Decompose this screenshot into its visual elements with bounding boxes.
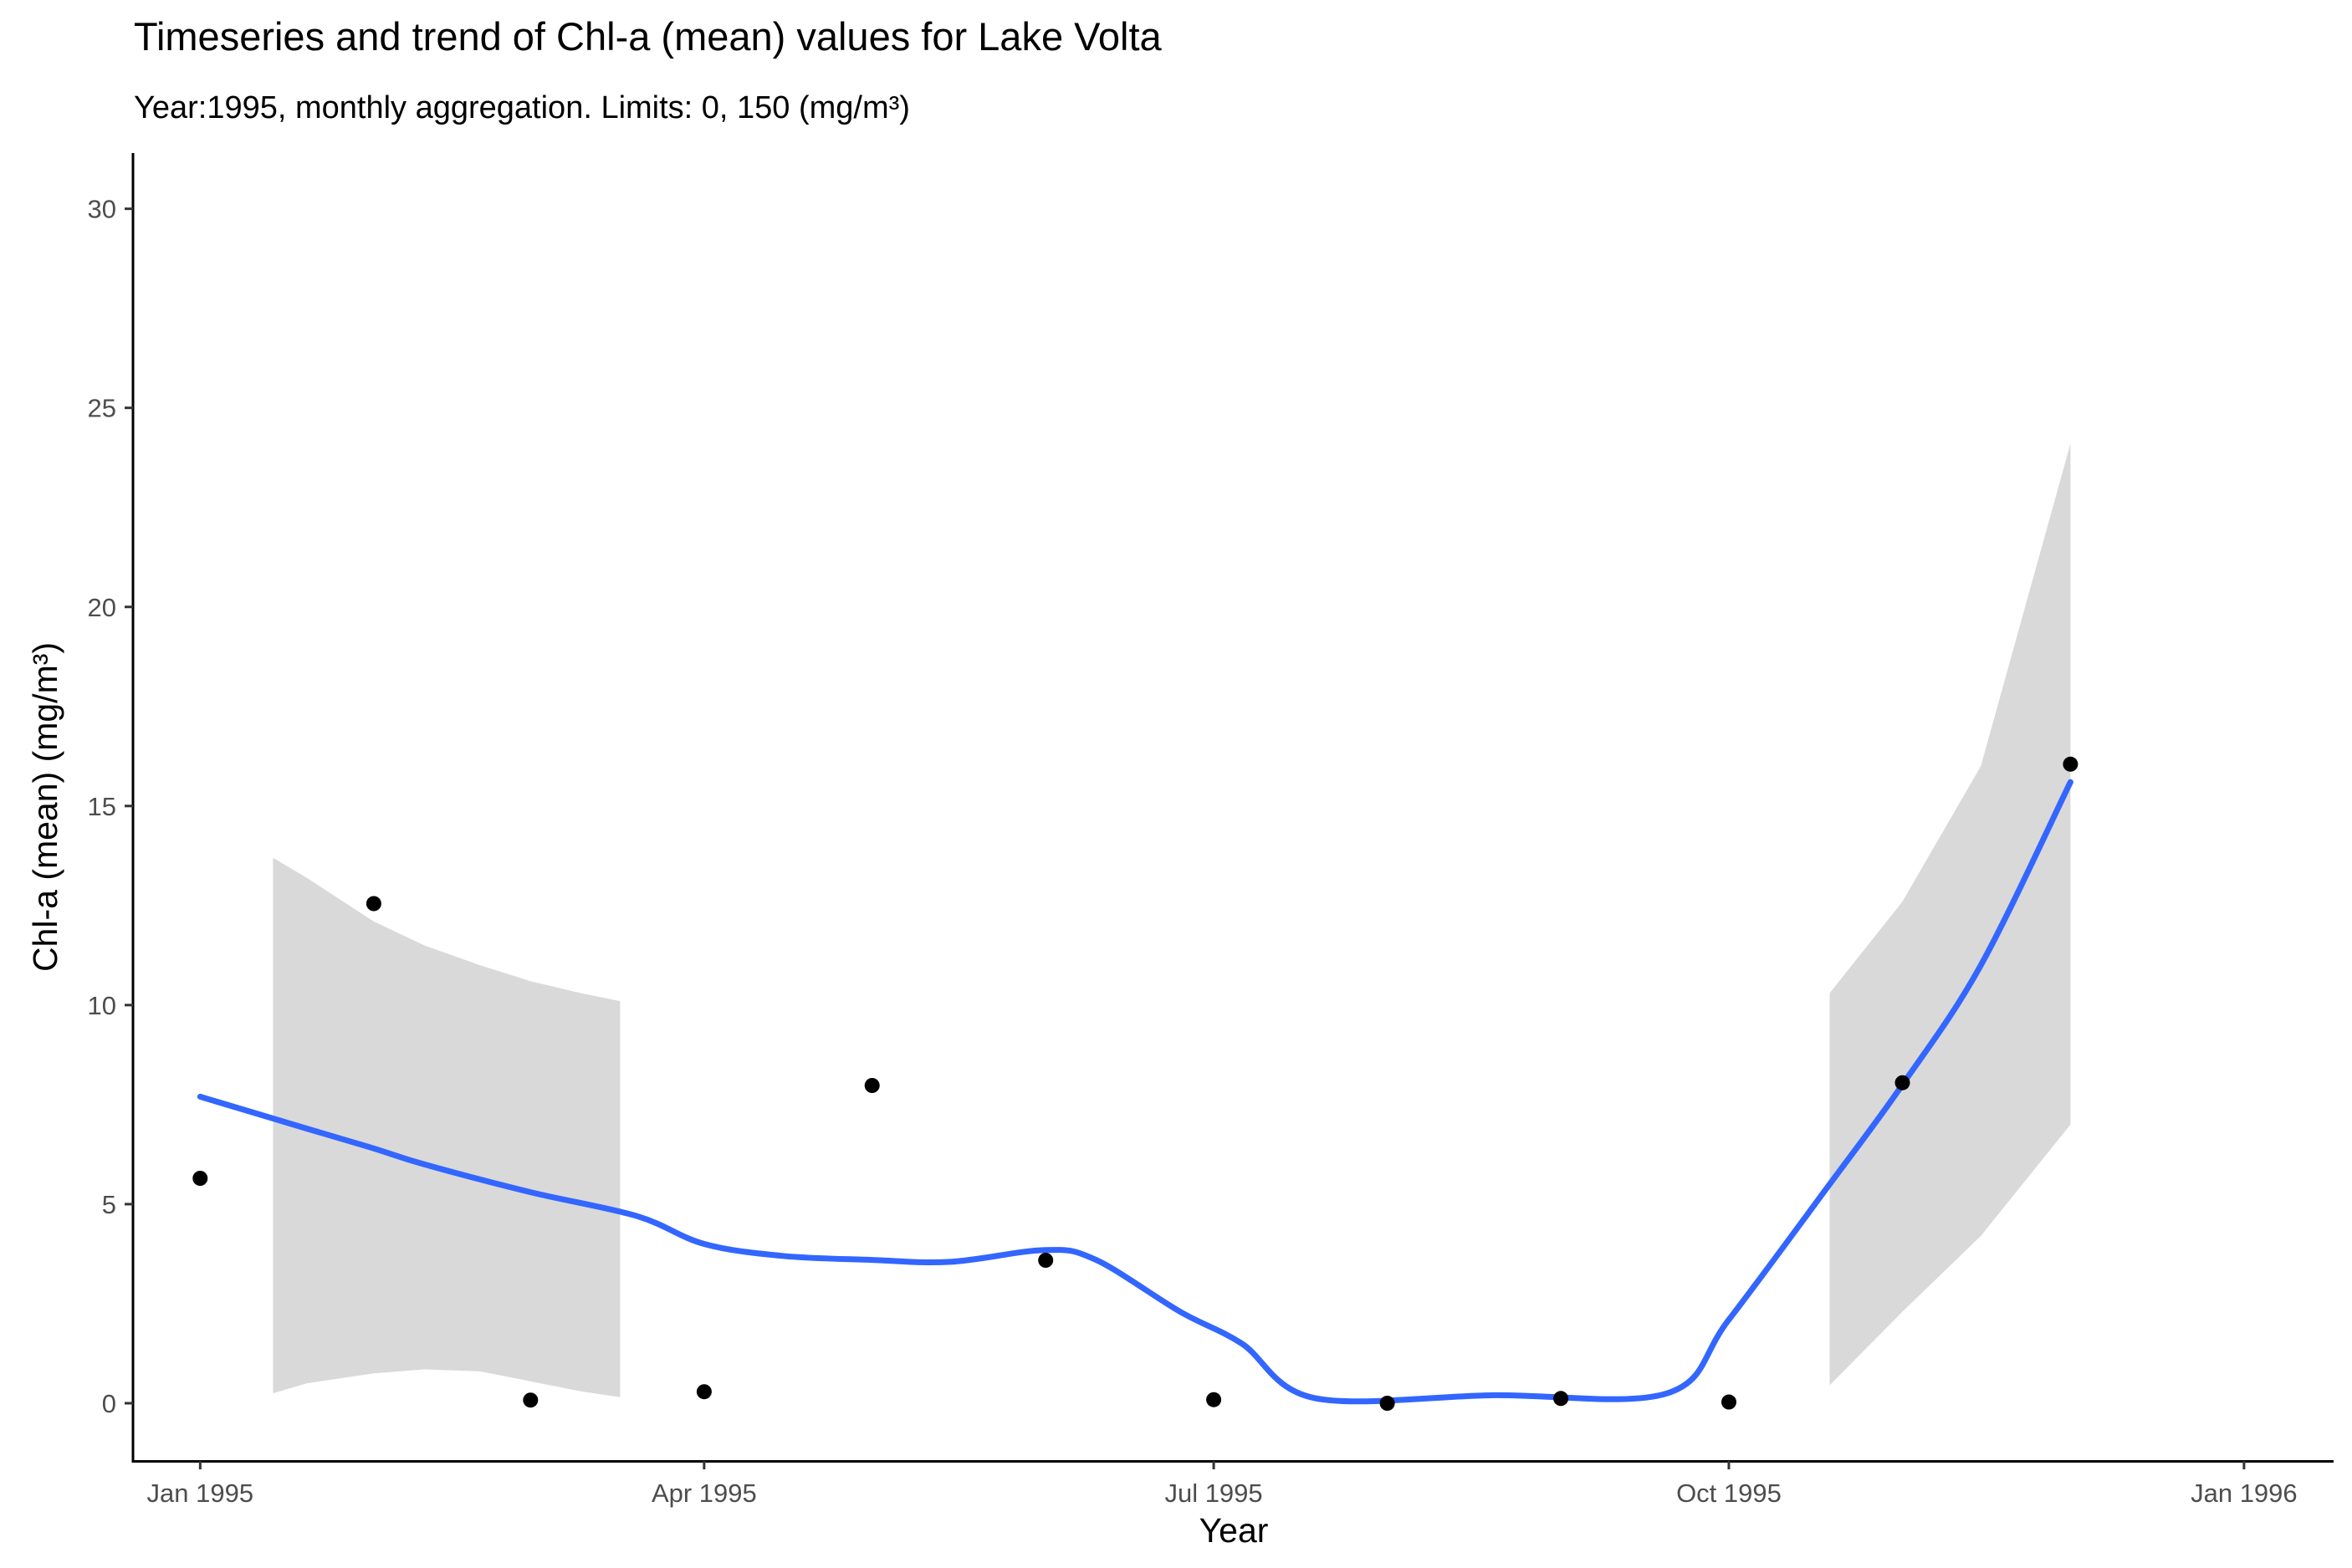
chart-subtitle: Year:1995, monthly aggregation. Limits: …	[134, 90, 910, 125]
chart-title: Timeseries and trend of Chl-a (mean) val…	[134, 14, 1163, 59]
x-tick-label: Jul 1995	[1164, 1479, 1262, 1508]
confidence-band-segment-2	[1829, 443, 2071, 1386]
x-tick-label: Apr 1995	[652, 1479, 757, 1508]
confidence-band-segment-1	[273, 857, 621, 1397]
data-point-4	[696, 1384, 712, 1400]
data-point-5	[864, 1078, 880, 1093]
y-tick-label: 0	[102, 1389, 116, 1418]
data-point-9	[1553, 1391, 1569, 1407]
data-points	[192, 756, 2078, 1411]
trend-line	[197, 779, 2073, 1405]
x-ticks: Jan 1995 Apr 1995 Jul 1995 Oct 1995 Jan 1996	[147, 1461, 2298, 1508]
confidence-band	[273, 443, 2071, 1397]
data-point-8	[1379, 1396, 1395, 1411]
data-point-6	[1038, 1253, 1054, 1268]
data-point-10	[1721, 1394, 1736, 1410]
y-tick-label: 20	[88, 593, 116, 622]
x-tick-label: Oct 1995	[1676, 1479, 1782, 1508]
y-tick-label: 15	[88, 792, 116, 821]
y-ticks: 0 5 10 15 20 25 30	[88, 195, 133, 1418]
data-point-2	[366, 896, 381, 912]
trend-line-path	[197, 779, 2073, 1405]
y-tick-label: 25	[88, 394, 116, 423]
y-axis-title: Chl-a (mean) (mg/m³)	[26, 642, 64, 972]
y-tick-label: 5	[102, 1190, 116, 1219]
y-tick-label: 10	[88, 991, 116, 1020]
data-point-7	[1206, 1392, 1222, 1407]
data-point-1	[192, 1171, 208, 1186]
axes	[131, 153, 2334, 1463]
x-tick-label: Jan 1995	[147, 1479, 254, 1508]
data-point-12	[2063, 756, 2078, 772]
x-tick-label: Jan 1996	[2191, 1479, 2298, 1508]
y-tick-label: 30	[88, 195, 116, 224]
data-point-11	[1894, 1075, 1910, 1090]
data-point-3	[523, 1392, 539, 1408]
x-axis-title: Year	[1199, 1511, 1269, 1550]
